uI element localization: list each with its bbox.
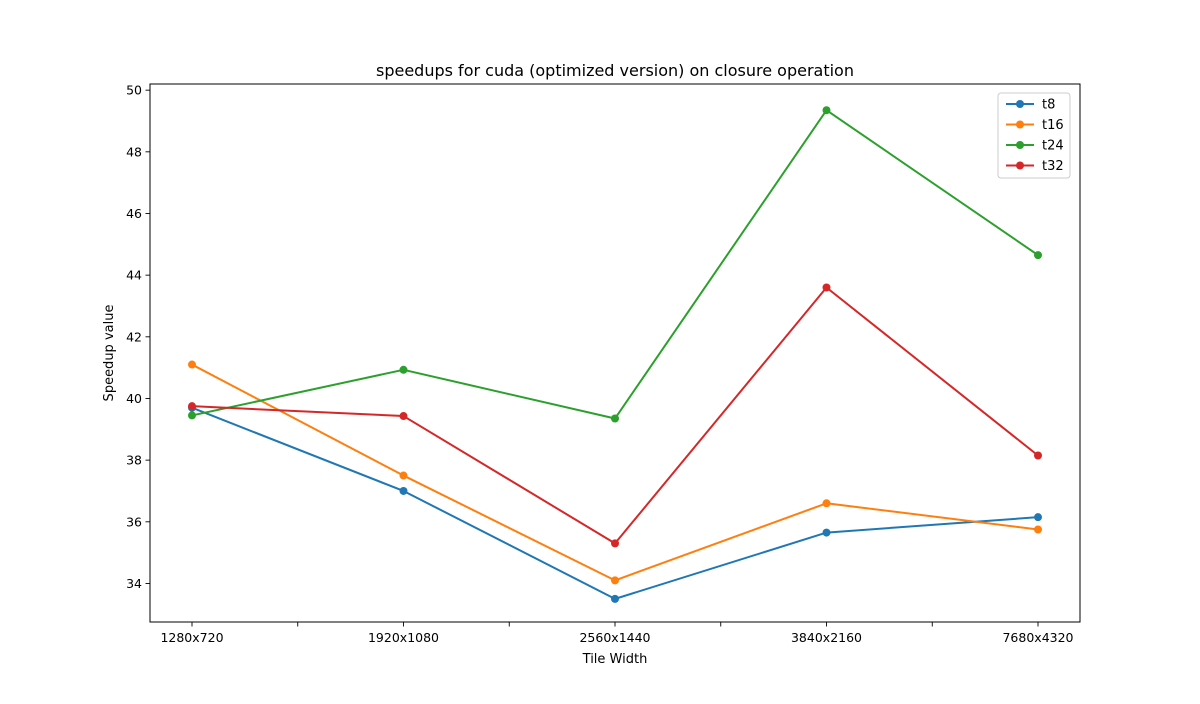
legend: t8 t16 t24 t32 (997, 92, 1071, 179)
legend-marker-t32 (1016, 161, 1024, 170)
series-line-t16 (191, 363, 1039, 582)
data-point-t24 (399, 365, 408, 374)
data-point-t24 (822, 106, 831, 115)
data-point-t32 (188, 402, 196, 411)
data-point-t8 (1034, 513, 1042, 522)
series-t16 (188, 360, 1042, 585)
data-point-t32 (822, 283, 831, 292)
legend-marker-t8 (1016, 100, 1024, 108)
y-tick-label: 42 (126, 329, 142, 344)
y-tick-label: 44 (126, 268, 142, 283)
data-point-t16 (399, 471, 408, 480)
x-tick-label: 7680x4320 (1002, 630, 1073, 645)
data-point-t32 (1034, 451, 1042, 460)
legend-label-t16: t16 (1042, 118, 1064, 133)
y-tick-label: 46 (126, 206, 142, 221)
y-tick-label: 38 (126, 453, 142, 468)
series-line-t8 (191, 406, 1039, 600)
legend-box (997, 92, 1071, 179)
x-axis-label: Tile Width (582, 652, 648, 667)
y-axis-label: Speedup value (102, 305, 117, 402)
series-line-t24 (191, 109, 1039, 420)
data-point-t8 (611, 594, 619, 603)
data-point-t16 (611, 576, 619, 585)
y-tick-label: 40 (126, 391, 142, 406)
legend-marker-t24 (1016, 141, 1024, 149)
data-point-t16 (188, 360, 196, 369)
chart-title: speedups for cuda (optimized version) on… (376, 61, 854, 80)
legend-label-t32: t32 (1042, 159, 1064, 174)
x-tick-label: 3840x2160 (791, 630, 862, 645)
data-point-t16 (822, 499, 831, 508)
y-tick-label: 48 (126, 144, 142, 159)
y-tick-label: 36 (126, 514, 142, 529)
x-tick-label: 1920x1080 (368, 630, 439, 645)
data-point-t24 (611, 414, 619, 423)
legend-label-t24: t24 (1042, 139, 1064, 154)
legend-marker-t16 (1016, 120, 1024, 129)
series-t24 (188, 106, 1042, 423)
data-point-t32 (399, 412, 408, 421)
x-tick-label: 2560x1440 (579, 630, 650, 645)
series-t32 (188, 283, 1042, 548)
y-tick-label: 34 (126, 576, 142, 591)
data-point-t24 (1034, 251, 1042, 260)
x-tick-label: 1280x720 (160, 630, 223, 645)
data-point-t24 (188, 411, 196, 420)
data-point-t8 (399, 486, 408, 495)
legend-label-t8: t8 (1042, 98, 1055, 113)
series-t8 (188, 403, 1042, 603)
data-point-t8 (822, 528, 831, 537)
data-point-t32 (611, 539, 619, 548)
y-tick-label: 50 (126, 83, 142, 98)
data-point-t16 (1034, 525, 1042, 534)
